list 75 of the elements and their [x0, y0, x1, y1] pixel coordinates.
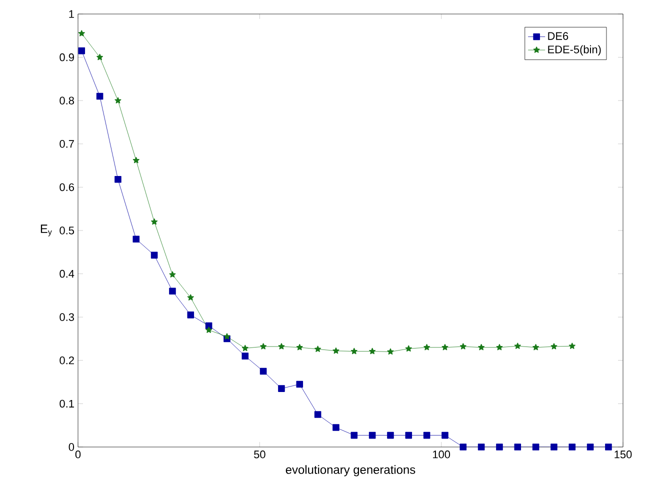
x-tick-label: 0: [75, 450, 81, 458]
point: [96, 92, 104, 100]
point: [350, 348, 358, 354]
point: [496, 344, 503, 350]
point: [278, 343, 285, 350]
y-tick-label: 0.6: [60, 183, 74, 192]
point: [260, 368, 267, 375]
point: [151, 218, 158, 225]
y-tick-label: 0.1: [60, 400, 74, 408]
point: [132, 156, 140, 164]
point: [514, 342, 521, 349]
y-axis-title: E$_{y}$: [40, 224, 52, 236]
x-tick-label: 150: [614, 450, 632, 458]
point: [568, 444, 576, 450]
point: [332, 347, 340, 354]
y-tick-label: 0.3: [60, 313, 74, 321]
point: [387, 432, 394, 439]
point: [278, 385, 285, 392]
point: [206, 326, 212, 333]
point: [387, 348, 394, 355]
point: [586, 444, 594, 450]
point: [132, 236, 140, 243]
point: [442, 344, 448, 350]
point: [169, 271, 176, 278]
point: [169, 288, 176, 295]
point: [460, 343, 466, 350]
y-tick-label: 0.7: [60, 140, 74, 148]
point: [514, 444, 522, 450]
y-tick-label: 0.8: [60, 96, 74, 104]
point: [242, 352, 249, 360]
x-axis-title: evolutionary generations: [286, 465, 416, 476]
point: [568, 342, 576, 349]
point: [96, 54, 104, 60]
point: [242, 344, 248, 352]
point: [296, 344, 303, 350]
x-tick-label: 50: [254, 450, 266, 458]
y-tick-label: 0.9: [60, 53, 74, 62]
y-tick-label: 1: [69, 10, 74, 18]
point: [78, 30, 85, 36]
y-tick-label: 0: [68, 443, 74, 451]
x-tick-label: 100: [433, 450, 450, 458]
point: [405, 432, 412, 439]
point: [150, 252, 158, 259]
point: [550, 343, 558, 350]
point: [460, 444, 467, 450]
point: [369, 348, 376, 354]
point: [314, 411, 322, 418]
point: [296, 380, 304, 388]
legend-label: DE6: [548, 32, 568, 40]
point: [532, 344, 540, 350]
y-tick-label: 0.4: [60, 270, 74, 278]
point: [260, 343, 267, 350]
point: [478, 344, 485, 350]
legend-label: EDE-5(bin): [548, 45, 601, 56]
y-tick-label: 0.2: [60, 356, 74, 364]
point: [496, 444, 503, 450]
point: [368, 432, 376, 439]
point: [187, 294, 194, 300]
point: [78, 47, 86, 54]
point: [114, 176, 122, 183]
point: [423, 432, 430, 439]
point: [332, 424, 340, 431]
point: [442, 432, 448, 439]
point: [478, 444, 485, 450]
point: [114, 97, 122, 104]
point: [405, 345, 412, 352]
point: [424, 344, 430, 350]
point: [605, 444, 612, 450]
point: [314, 346, 322, 352]
point: [550, 444, 558, 450]
point: [187, 312, 194, 318]
point: [532, 444, 540, 450]
point: [350, 432, 358, 439]
point: [224, 333, 230, 340]
y-tick-label: 0.5: [60, 226, 74, 234]
